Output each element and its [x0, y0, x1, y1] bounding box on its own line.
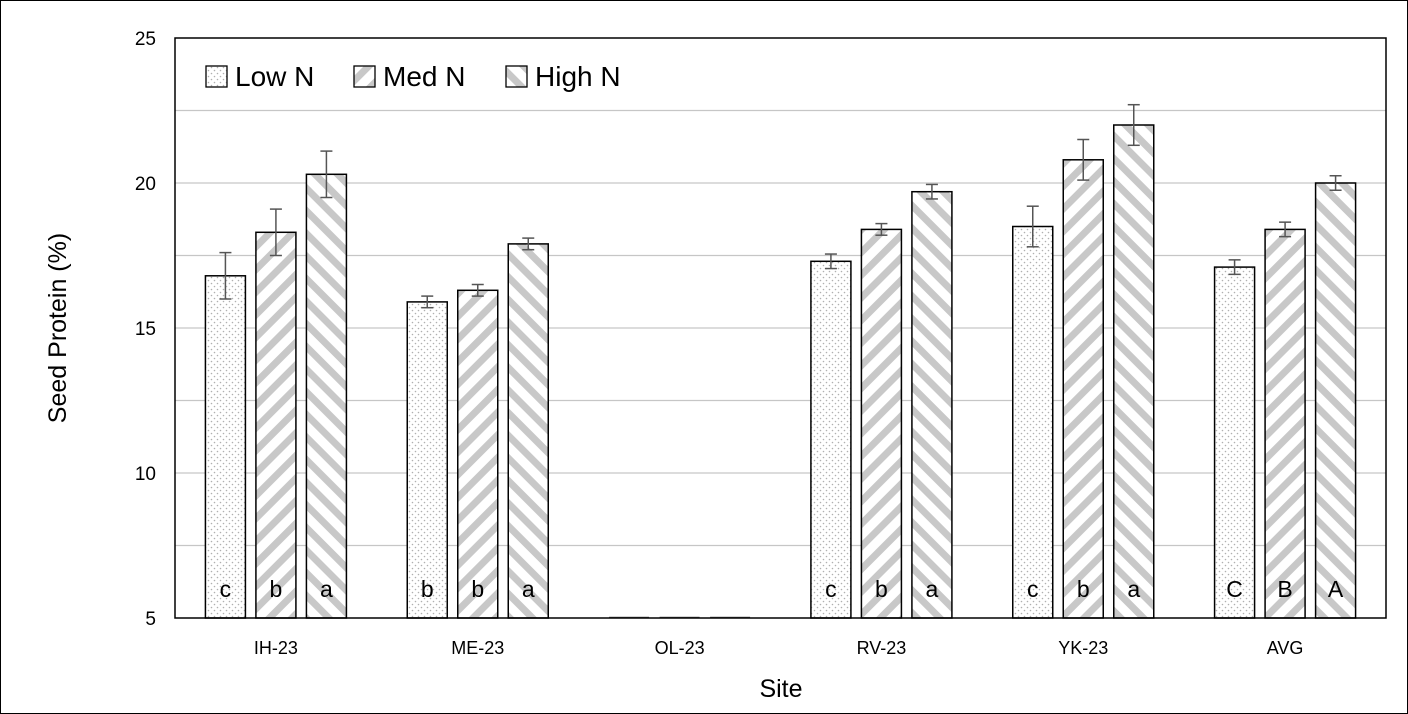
gridlines — [175, 109, 1386, 547]
error-bar — [320, 150, 333, 199]
bar-med-n — [860, 228, 903, 619]
significance-letter: a — [926, 576, 939, 602]
y-tick-label: 25 — [135, 29, 156, 50]
significance-letter: b — [1077, 576, 1090, 602]
bar-med-n — [255, 231, 297, 619]
error-bar — [1127, 103, 1140, 147]
bar-med-n — [1062, 159, 1104, 619]
error-bar — [875, 222, 888, 236]
error-bar — [269, 208, 282, 257]
bar-med-n — [457, 289, 499, 619]
significance-letter: A — [1328, 576, 1344, 602]
bar-low-n — [406, 301, 448, 619]
x-tick-label: AVG — [1267, 638, 1304, 658]
x-tick-label: YK-23 — [1058, 638, 1108, 658]
error-bar — [421, 295, 434, 309]
x-axis-title: Site — [759, 675, 802, 703]
bars — [204, 124, 1357, 619]
y-tick-label: 10 — [135, 464, 156, 485]
bar-high-n — [507, 243, 549, 619]
bar-low-n — [810, 260, 852, 619]
error-bar — [522, 237, 535, 251]
bar-low-n — [1213, 266, 1256, 619]
y-axis-title: Seed Protein (%) — [44, 233, 72, 423]
y-tick-label: 5 — [145, 609, 156, 630]
significance-letter: c — [220, 576, 232, 602]
error-bar — [824, 253, 837, 270]
significance-letter: b — [875, 576, 888, 602]
x-axis-ticks: IH-23 ME-23 OL-23 RV-23 YK-23 AVG — [254, 638, 1304, 658]
error-bars — [219, 103, 1342, 309]
x-tick-label: ME-23 — [451, 638, 504, 658]
bar-high-n — [305, 173, 348, 619]
significance-letter: B — [1277, 576, 1292, 602]
error-bar — [219, 251, 232, 300]
significance-letter: c — [825, 576, 837, 602]
error-bar — [925, 183, 938, 200]
bar-low-n — [1012, 225, 1054, 619]
legend-swatch — [205, 65, 228, 88]
bar-high-n — [1314, 182, 1357, 619]
legend-label: Med N — [383, 61, 465, 92]
legend-label: Low N — [235, 61, 314, 92]
error-bar — [1329, 175, 1342, 191]
significance-letter: b — [270, 576, 283, 602]
y-tick-label: 20 — [135, 174, 156, 195]
bar-high-n — [1113, 124, 1155, 619]
x-tick-label: OL-23 — [655, 638, 705, 658]
significance-letter: b — [421, 576, 434, 602]
legend-swatch — [505, 65, 528, 88]
plot-area-border — [174, 37, 1387, 619]
error-bar — [1077, 138, 1090, 181]
x-tick-label: RV-23 — [857, 638, 907, 658]
error-bar — [1228, 259, 1241, 276]
legend-label: High N — [535, 61, 621, 92]
bar-low-n — [204, 275, 247, 619]
y-tick-label: 15 — [135, 319, 156, 340]
significance-letter: c — [1027, 576, 1039, 602]
legend-swatch — [353, 65, 376, 88]
bar-med-n — [1264, 228, 1306, 619]
significance-letter: C — [1226, 576, 1243, 602]
significance-letter: a — [522, 576, 535, 602]
y-axis-ticks: 5 10 15 20 25 — [135, 29, 156, 630]
error-bar — [1026, 205, 1039, 248]
error-bar — [471, 283, 484, 297]
significance-letter: a — [320, 576, 333, 602]
significance-letter: a — [1127, 576, 1140, 602]
error-bar — [1279, 221, 1292, 238]
legend: Low N Med N High N — [205, 61, 621, 92]
x-tick-label: IH-23 — [254, 638, 298, 658]
bar-high-n — [911, 190, 953, 619]
significance-letter: b — [471, 576, 484, 602]
